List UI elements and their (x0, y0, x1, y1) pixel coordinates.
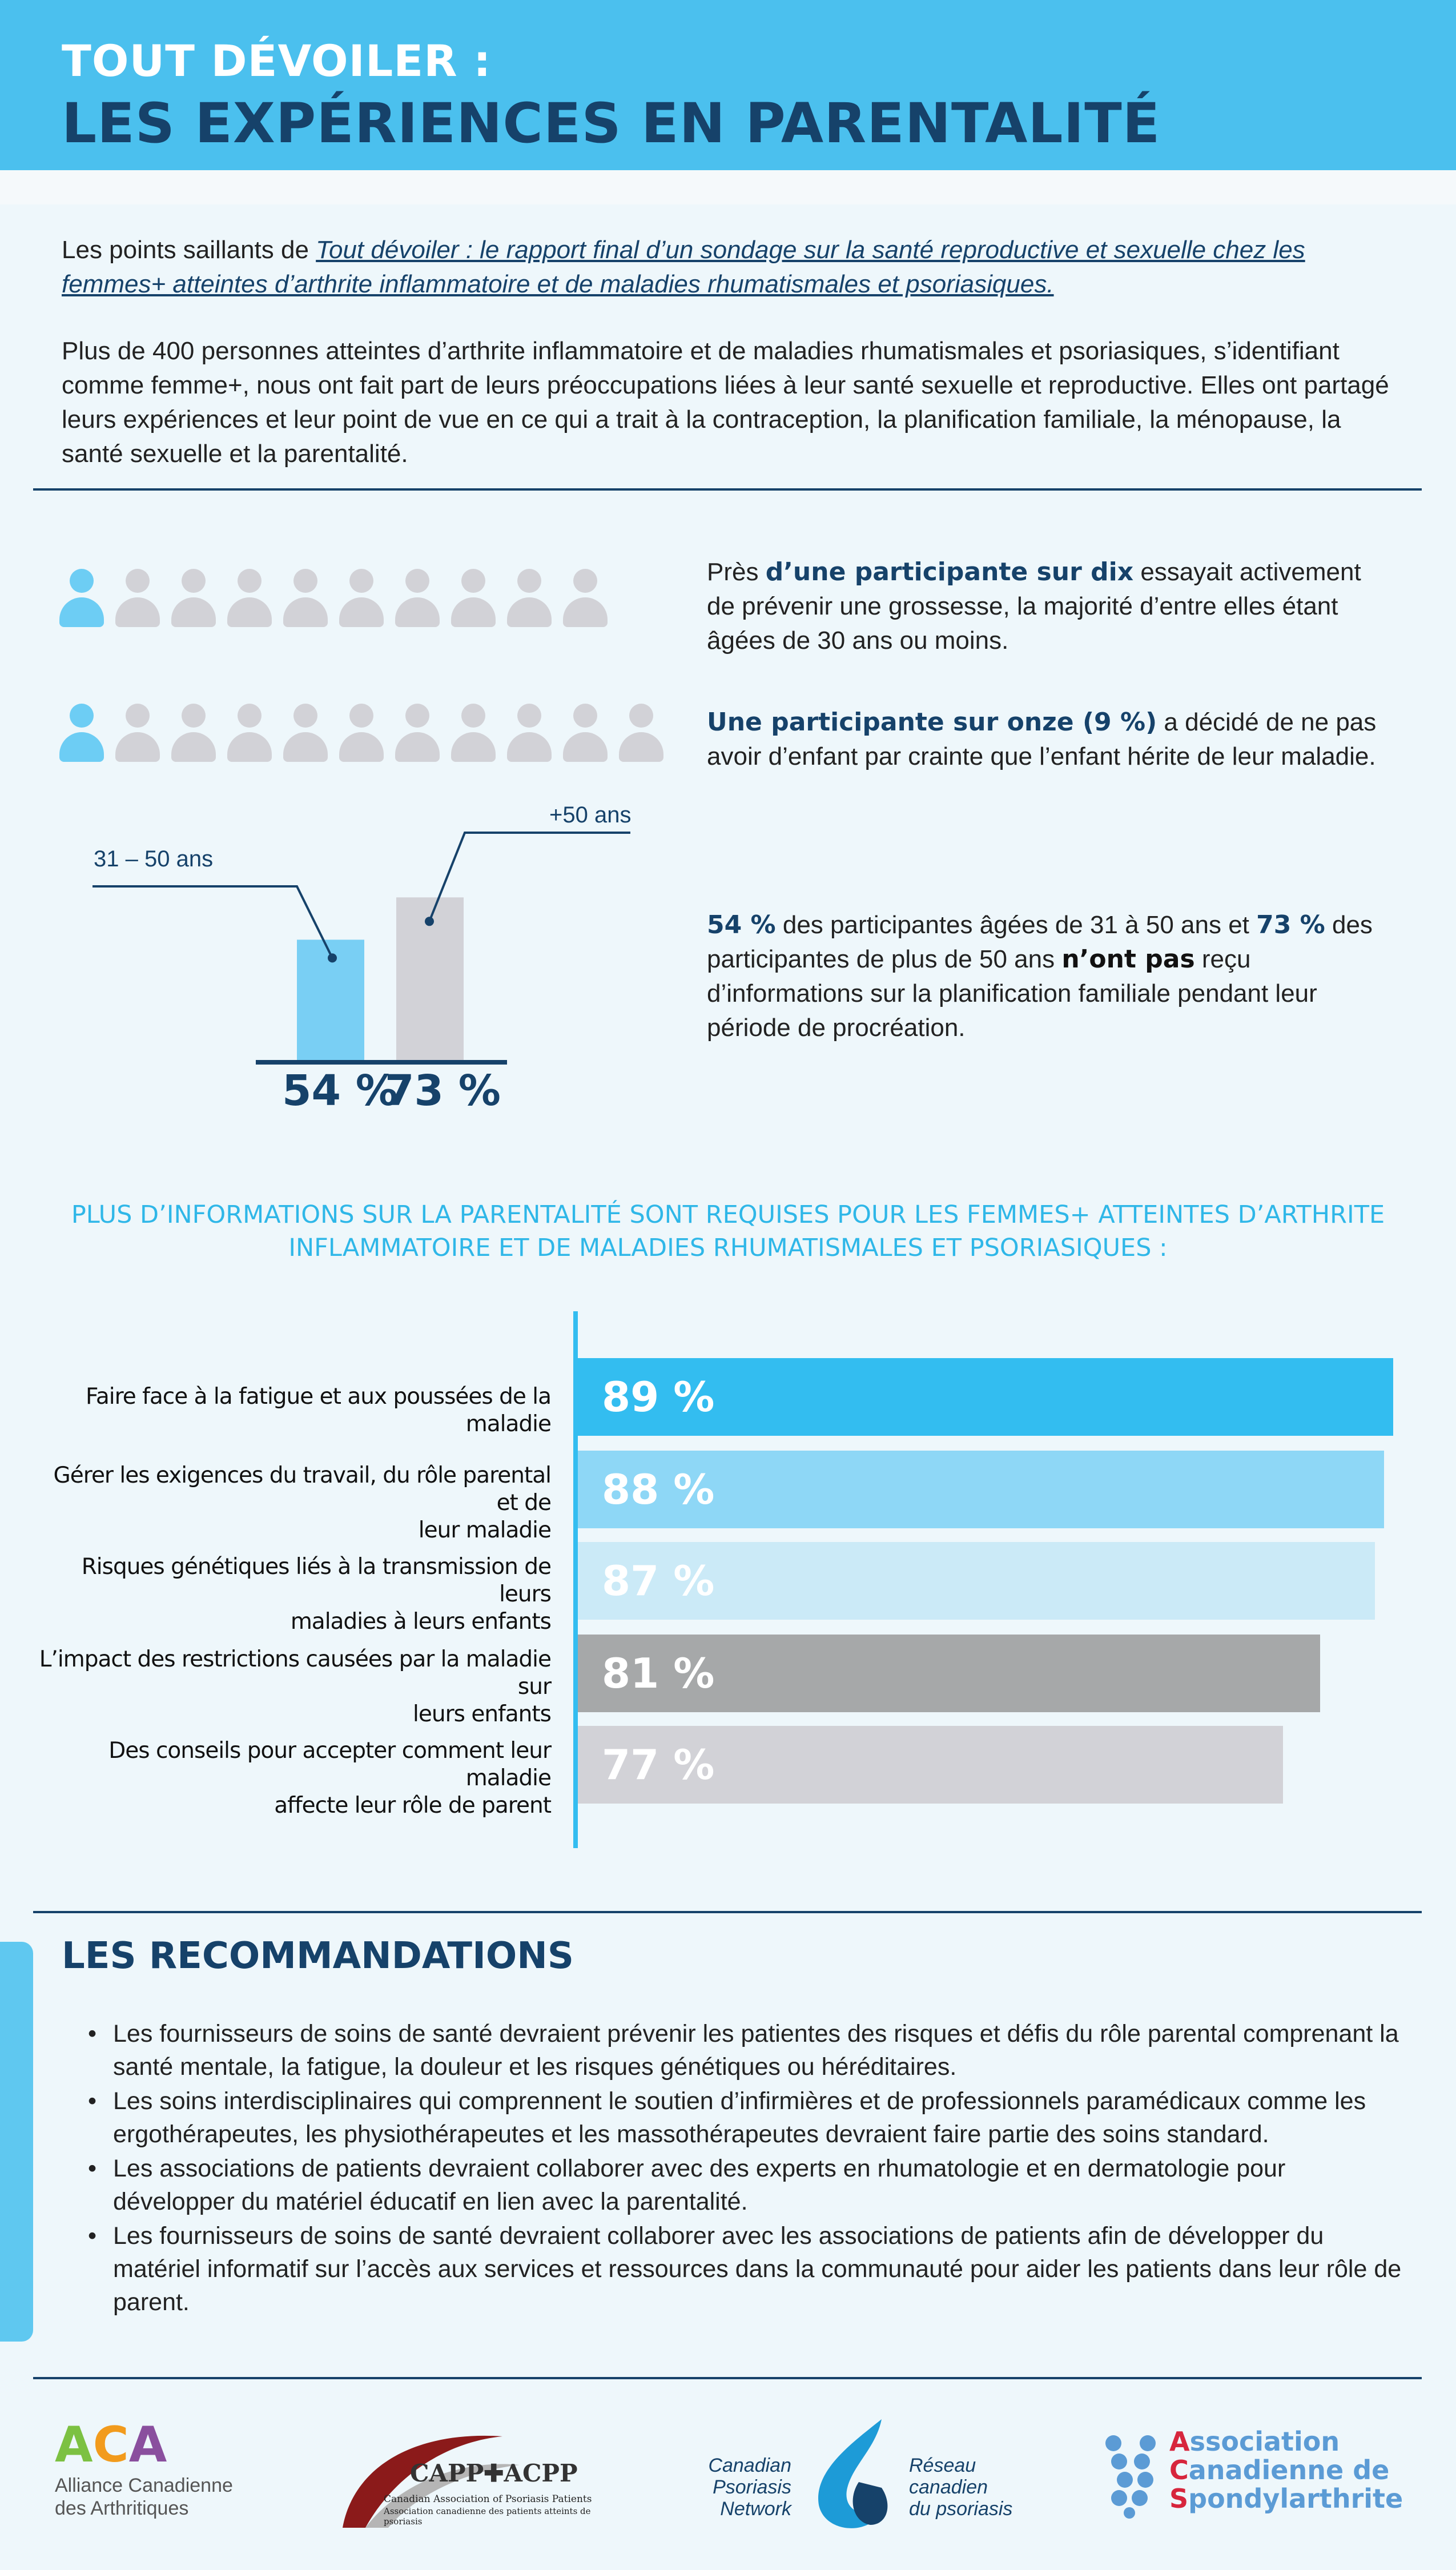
age-value-73: 73 % (385, 1066, 501, 1115)
aca-logo: ACA Alliance Canadienne des Arthritiques (55, 2419, 283, 2533)
capp-swoosh-icon (343, 2435, 520, 2528)
acs-logo-text: Association Canadienne de Spondylarthrit… (1169, 2426, 1403, 2514)
aca-logo-line2: des Arthritiques (55, 2497, 189, 2519)
recommendations-list: Les fournisseurs de soins de santé devra… (88, 2017, 1403, 2320)
age-leader-dot-a (328, 953, 337, 963)
bar-category-label: L’impact des restrictions causées par la… (39, 1647, 552, 1727)
bar-category-label: Risques génétiques liés à la transmissio… (81, 1554, 552, 1635)
aca-logo-mark: ACA (55, 2416, 167, 2473)
cpn-logo-fr: Réseau canadien du psoriasis (909, 2455, 1013, 2520)
person-icon (563, 569, 608, 628)
person-icon-row-1 (59, 569, 608, 632)
person-icon (563, 704, 608, 763)
stat-one-in-eleven: Une participante sur onze (9 %) a décidé… (707, 708, 1377, 770)
age-label-50-plus: +50 ans (549, 802, 631, 828)
age-chart-baseline (256, 1060, 507, 1065)
bar-value-label: 81 % (602, 1649, 715, 1697)
bar-value-label: 87 % (602, 1557, 715, 1605)
bar-1: 89 % (578, 1358, 1393, 1436)
header-band (0, 170, 1456, 204)
list-item: Les soins interdisciplinaires qui compre… (88, 2085, 1403, 2151)
bar-2: 88 % (578, 1451, 1384, 1528)
bar-value-label: 89 % (602, 1373, 715, 1421)
person-icon (339, 569, 384, 628)
bar-4: 81 % (578, 1635, 1320, 1712)
person-icon (283, 704, 328, 763)
recommendations-title: LES RECOMMANDATIONS (62, 1935, 574, 1977)
bar-3: 87 % (578, 1542, 1375, 1620)
stat-73-emphasis: 73 % (1256, 910, 1325, 939)
stat-nont-pas-emphasis: n’ont pas (1061, 945, 1195, 974)
stat-family-planning: 54 % des participantes âgées de 31 à 50 … (707, 910, 1373, 1042)
person-icon (339, 704, 384, 763)
header-banner: TOUT DÉVOILER : LES EXPÉRIENCES EN PAREN… (0, 0, 1456, 170)
person-icon (395, 569, 440, 628)
bar-category-label: Des conseils pour accepter comment leur … (108, 1738, 552, 1818)
person-icon (507, 569, 552, 628)
person-icon (59, 569, 104, 628)
person-icon (171, 569, 216, 628)
bar-category-label: Faire face à la fatigue et aux poussées … (86, 1384, 552, 1437)
bar-value-label: 88 % (602, 1465, 715, 1513)
list-item: Les associations de patients devraient c… (88, 2152, 1403, 2218)
age-label-31-50: 31 – 50 ans (94, 846, 213, 872)
section-divider-3 (33, 2377, 1422, 2379)
section-divider (33, 488, 1422, 491)
person-icon (507, 704, 552, 763)
person-icon (451, 569, 496, 628)
person-icon (115, 569, 160, 628)
bar-category-label: Gérer les exigences du travail, du rôle … (53, 1463, 552, 1543)
bar-value-label: 77 % (602, 1741, 715, 1789)
acs-logo: Association Canadienne de Spondylarthrit… (1096, 2427, 1416, 2536)
age-leader-dot-b (425, 917, 434, 926)
person-icon (115, 704, 160, 763)
capp-logo-line1: Canadian Association of Psoriasis Patien… (384, 2493, 592, 2505)
age-leader-line-a (92, 885, 333, 959)
capp-logo-mark: CAPP✚ACPP (410, 2459, 578, 2487)
person-icon (227, 704, 272, 763)
person-icon (59, 704, 104, 763)
capp-logo: CAPP✚ACPP Canadian Association of Psoria… (331, 2414, 628, 2533)
intro-paragraph-2: Plus de 400 personnes atteintes d’arthri… (62, 337, 1389, 468)
cpn-logo: Canadian Psoriasis Network Réseau canadi… (706, 2414, 1025, 2539)
person-icon (227, 569, 272, 628)
bar-chart-axis (573, 1311, 578, 1848)
list-item: Les fournisseurs de soins de santé devra… (88, 2017, 1403, 2083)
person-icon-row-2 (59, 704, 663, 766)
intro-prefix: Les points saillants de (62, 236, 316, 264)
stat-one-in-eleven-emphasis: Une participante sur onze (9 %) (707, 708, 1157, 737)
age-leader-line-b (428, 832, 630, 922)
cpn-drop-icon (818, 2419, 888, 2528)
age-comparison-chart: 31 – 50 ans +50 ans 54 % 73 % (92, 802, 631, 1115)
list-item: Les fournisseurs de soins de santé devra… (88, 2219, 1403, 2319)
side-tab (0, 1942, 33, 2342)
section-divider-2 (33, 1911, 1422, 1913)
capp-logo-line2: Association canadienne des patients atte… (384, 2506, 591, 2527)
info-section-title: PLUS D’INFORMATIONS SUR LA PARENTALITÉ S… (71, 1200, 1385, 1262)
header-title-line2: LES EXPÉRIENCES EN PARENTALITÉ (62, 91, 1161, 155)
age-value-54: 54 % (282, 1066, 398, 1115)
acs-spine-icon (1105, 2435, 1156, 2519)
intro-paragraph-1: Les points saillants de Tout dévoiler : … (62, 233, 1398, 302)
person-icon (395, 704, 440, 763)
person-icon (283, 569, 328, 628)
bar-5: 77 % (578, 1726, 1283, 1804)
person-icon (451, 704, 496, 763)
cpn-logo-en: Canadian Psoriasis Network (708, 2455, 791, 2520)
stat-54-emphasis: 54 % (707, 910, 776, 939)
stat-one-in-ten: Près d’une participante sur dix essayait… (707, 557, 1361, 654)
person-icon (171, 704, 216, 763)
person-icon (619, 704, 663, 763)
header-title-line1: TOUT DÉVOILER : (62, 35, 492, 86)
report-link[interactable]: Tout dévoiler : le rapport final d’un so… (62, 236, 1305, 298)
aca-logo-line1: Alliance Canadienne (55, 2475, 233, 2496)
stat-one-in-ten-emphasis: d’une participante sur dix (765, 557, 1134, 587)
